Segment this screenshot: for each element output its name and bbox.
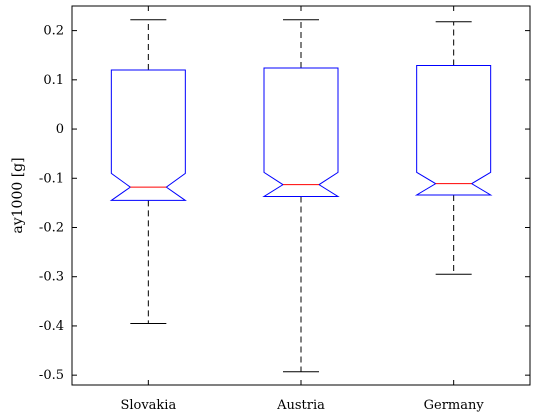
y-tick-label: 0 — [56, 122, 64, 137]
notched-box — [109, 69, 187, 201]
y-tick-label: -0.5 — [39, 368, 64, 383]
y-axis-label: ay1000 [g] — [10, 157, 26, 233]
box-austria — [262, 19, 340, 373]
y-tick-label: -0.3 — [39, 270, 64, 285]
box-slovakia — [109, 19, 187, 324]
box-germany — [414, 21, 493, 275]
y-axis-ticks: 0.2 0.1 0 -0.1 -0.2 -0.3 -0.4 -0.5 — [39, 24, 530, 383]
notched-box — [414, 65, 493, 196]
y-tick-label: -0.4 — [39, 319, 64, 334]
x-tick-label: Slovakia — [120, 398, 176, 413]
y-tick-label: -0.2 — [39, 220, 64, 235]
box-series — [109, 19, 493, 373]
notched-box — [262, 67, 340, 197]
x-tick-label: Germany — [424, 398, 485, 413]
x-axis-ticks: Slovakia Austria Germany — [120, 6, 484, 413]
y-tick-label: -0.1 — [39, 171, 64, 186]
x-tick-label: Austria — [276, 398, 325, 413]
y-tick-label: 0.2 — [43, 24, 64, 39]
y-tick-label: 0.1 — [43, 73, 64, 88]
